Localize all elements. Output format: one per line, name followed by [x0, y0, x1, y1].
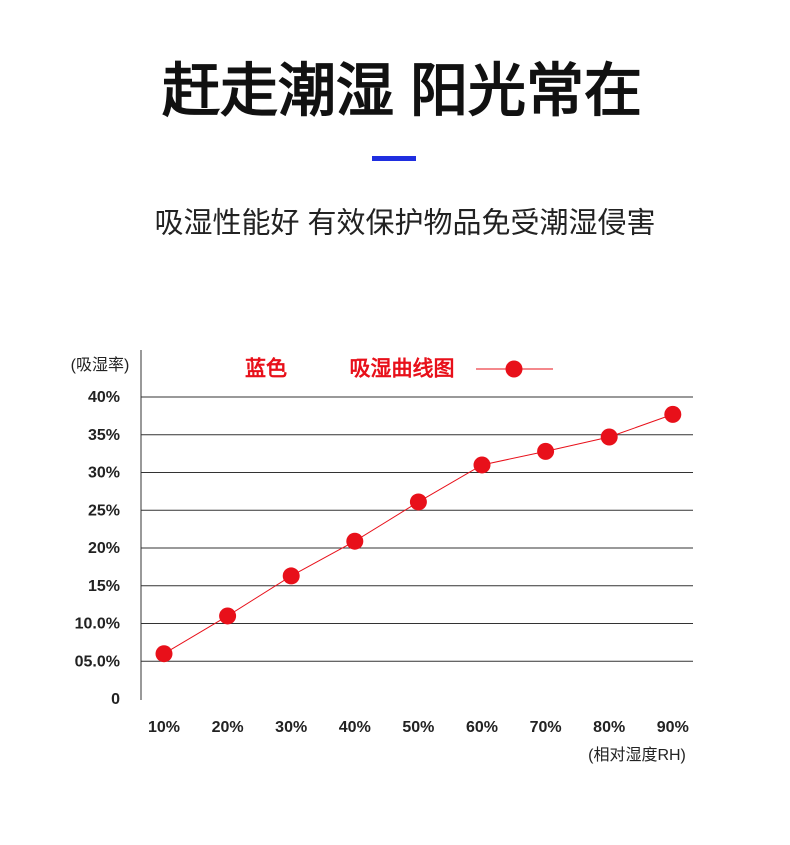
- data-point: [600, 428, 618, 446]
- series-line: [163, 413, 673, 655]
- x-tick-label: 70%: [530, 719, 562, 736]
- data-point: [537, 442, 555, 460]
- x-tick-label: 80%: [593, 719, 625, 736]
- y-tick-label: 40%: [88, 389, 120, 406]
- title-underline: [372, 156, 416, 161]
- y-tick-label: 15%: [88, 578, 120, 595]
- data-point: [155, 645, 173, 663]
- page-title: 赶走潮湿 阳光常在: [162, 58, 642, 123]
- y-tick-label: 30%: [88, 465, 120, 482]
- x-tick-label: 60%: [466, 719, 498, 736]
- subtitle: 吸湿性能好 有效保护物品免受潮湿侵害: [154, 207, 655, 240]
- data-point: [664, 405, 682, 423]
- data-point: [219, 607, 237, 625]
- legend-label: 吸湿曲线图: [350, 357, 455, 381]
- data-point: [473, 456, 491, 474]
- x-tick-label: 50%: [402, 719, 434, 736]
- y-tick-label: 0: [111, 691, 120, 708]
- y-tick-label: 20%: [88, 540, 120, 557]
- data-point: [282, 567, 300, 585]
- data-point: [409, 493, 427, 511]
- y-tick-label: 05.0%: [75, 653, 120, 670]
- x-tick-label: 10%: [148, 719, 180, 736]
- x-tick-label: 30%: [275, 719, 307, 736]
- legend-title: 蓝色: [245, 357, 287, 381]
- legend-marker: [505, 360, 523, 378]
- x-axis-label: (相对湿度RH): [588, 746, 686, 764]
- x-tick-label: 40%: [339, 719, 371, 736]
- y-tick-label: 25%: [88, 502, 120, 519]
- y-axis-label: (吸湿率): [71, 356, 130, 374]
- y-tick-label: 10.0%: [75, 616, 120, 633]
- x-tick-label: 20%: [212, 719, 244, 736]
- x-tick-label: 90%: [657, 719, 689, 736]
- data-point: [346, 532, 364, 550]
- y-tick-label: 35%: [88, 427, 120, 444]
